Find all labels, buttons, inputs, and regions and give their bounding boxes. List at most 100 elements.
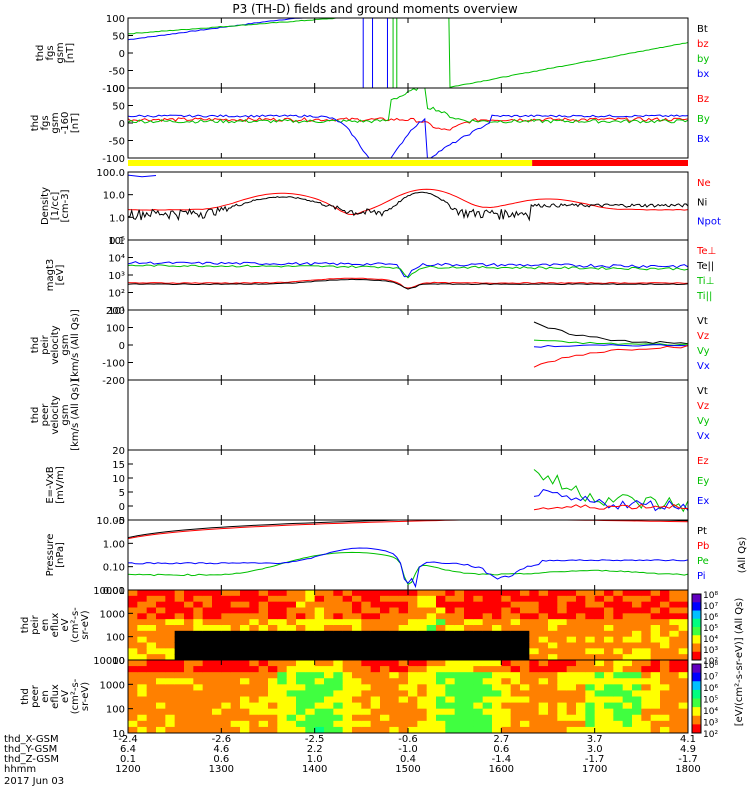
spectrogram-cell: [249, 601, 260, 608]
spectrogram-cell: [520, 590, 530, 597]
spectrogram-cell: [212, 642, 222, 649]
spectrogram-cell: [408, 660, 418, 667]
trace-ni: [128, 191, 688, 222]
spectrogram-cell: [426, 720, 437, 728]
spectrogram-cell: [258, 678, 269, 685]
spectrogram-cell: [650, 714, 661, 722]
spectrogram-cell: [538, 625, 549, 632]
spectrogram-cell: [408, 654, 418, 660]
spectrogram-cell: [473, 714, 484, 722]
spectrogram-cell: [193, 708, 204, 716]
spectrogram-cell: [230, 613, 241, 620]
spectrogram-cell: [202, 690, 213, 697]
x-tick-hhmm: 1600: [489, 764, 514, 775]
spectrogram-cell: [604, 714, 614, 722]
spectrogram-cell: [622, 660, 633, 667]
y-axis-label-line: eflux: [50, 613, 61, 638]
panel-plot-area: [128, 590, 688, 660]
spectrogram-cell: [669, 601, 680, 608]
trace-bx: [128, 114, 688, 158]
spectrogram-cell: [212, 595, 222, 603]
spectrogram-cell: [258, 595, 269, 603]
x-tick-y-gsm: 0.6: [493, 744, 509, 755]
spectrogram-cell: [370, 630, 381, 638]
spectrogram-cell: [604, 642, 614, 649]
spectrogram-cell: [445, 726, 456, 733]
y-tick-label: 100: [106, 84, 125, 95]
legend-Ez: Ez: [697, 456, 709, 467]
spectrogram-cell: [538, 696, 549, 704]
spectrogram-cell: [165, 672, 176, 679]
spectrogram-cell: [333, 696, 344, 704]
spectrogram-cell: [146, 678, 157, 685]
spectrogram-cell: [445, 607, 456, 614]
spectrogram-cell: [305, 660, 316, 667]
spectrogram-cell: [146, 625, 157, 632]
spectrogram-cell: [650, 708, 661, 716]
spectrogram-cell: [221, 672, 232, 679]
spectrogram-cell: [305, 648, 316, 655]
spectrogram-cell: [501, 601, 512, 608]
spectrogram-cell: [314, 666, 325, 673]
spectrogram-cell: [538, 642, 549, 649]
spectrogram-cell: [464, 590, 474, 597]
spectrogram-cell: [184, 708, 194, 716]
spectrogram-cell: [361, 666, 372, 673]
spectrogram-cell: [604, 595, 614, 603]
spectrogram-cell: [604, 672, 614, 679]
spectrogram-cell: [529, 660, 540, 667]
spectrogram-cell: [249, 590, 260, 597]
spectrogram-cell: [156, 601, 166, 608]
spectrogram-cell: [482, 678, 493, 685]
spectrogram-cell: [184, 702, 194, 710]
spectrogram-cell: [286, 613, 297, 620]
spectrogram-cell: [520, 684, 530, 691]
spectrogram-cell: [389, 613, 400, 620]
colorbar-tick: 10⁴: [703, 707, 718, 717]
spectrogram-cell: [361, 648, 372, 655]
spectrogram-cell: [641, 660, 652, 667]
spectrogram-cell: [548, 720, 558, 728]
spectrogram-cell: [277, 702, 288, 710]
spectrogram-cell: [240, 595, 250, 603]
spectrogram-cell: [660, 607, 670, 614]
panel-plot-area: [128, 261, 688, 290]
spectrogram-cell: [520, 648, 530, 655]
spectrogram-cell: [202, 648, 213, 655]
spectrogram-cell: [389, 726, 400, 733]
spectrogram-cell: [156, 595, 166, 603]
spectrogram-cell: [249, 726, 260, 733]
spectrogram-cell: [314, 678, 325, 685]
spectrogram-cell: [324, 648, 334, 655]
spectrogram-cell: [212, 714, 222, 722]
trace-vt: [533, 321, 688, 345]
spectrogram-cell: [296, 590, 306, 597]
spectrogram-cell: [408, 601, 418, 608]
spectrogram-cell: [492, 726, 502, 733]
spectrogram-cell: [156, 690, 166, 697]
spectrogram-cell: [380, 619, 390, 626]
spectrogram-cell: [510, 702, 521, 710]
spectrogram-cell: [464, 625, 474, 632]
spectrogram-cell: [436, 613, 446, 620]
spectrogram-cell: [557, 613, 568, 620]
x-tick-y-gsm: 3.0: [587, 744, 603, 755]
spectrogram-cell: [650, 625, 661, 632]
spectrogram-cell: [398, 607, 409, 614]
legend-Vt: Vt: [697, 316, 708, 327]
spectrogram-cell: [650, 690, 661, 697]
spectrogram-cell: [221, 636, 232, 643]
spectrogram-cell: [193, 684, 204, 691]
spectrogram-cell: [165, 654, 176, 660]
colorbar-swatch: [692, 610, 701, 620]
spectrogram-cell: [240, 613, 250, 620]
spectrogram-cell: [296, 601, 306, 608]
spectrogram-cell: [482, 625, 493, 632]
spectrogram-cell: [352, 648, 362, 655]
spectrogram-cell: [240, 690, 250, 697]
spectrogram-cell: [193, 702, 204, 710]
spectrogram-cell: [613, 678, 624, 685]
spectrogram-cell: [529, 619, 540, 626]
spectrogram-cell: [268, 678, 278, 685]
spectrogram-cell: [333, 630, 344, 638]
